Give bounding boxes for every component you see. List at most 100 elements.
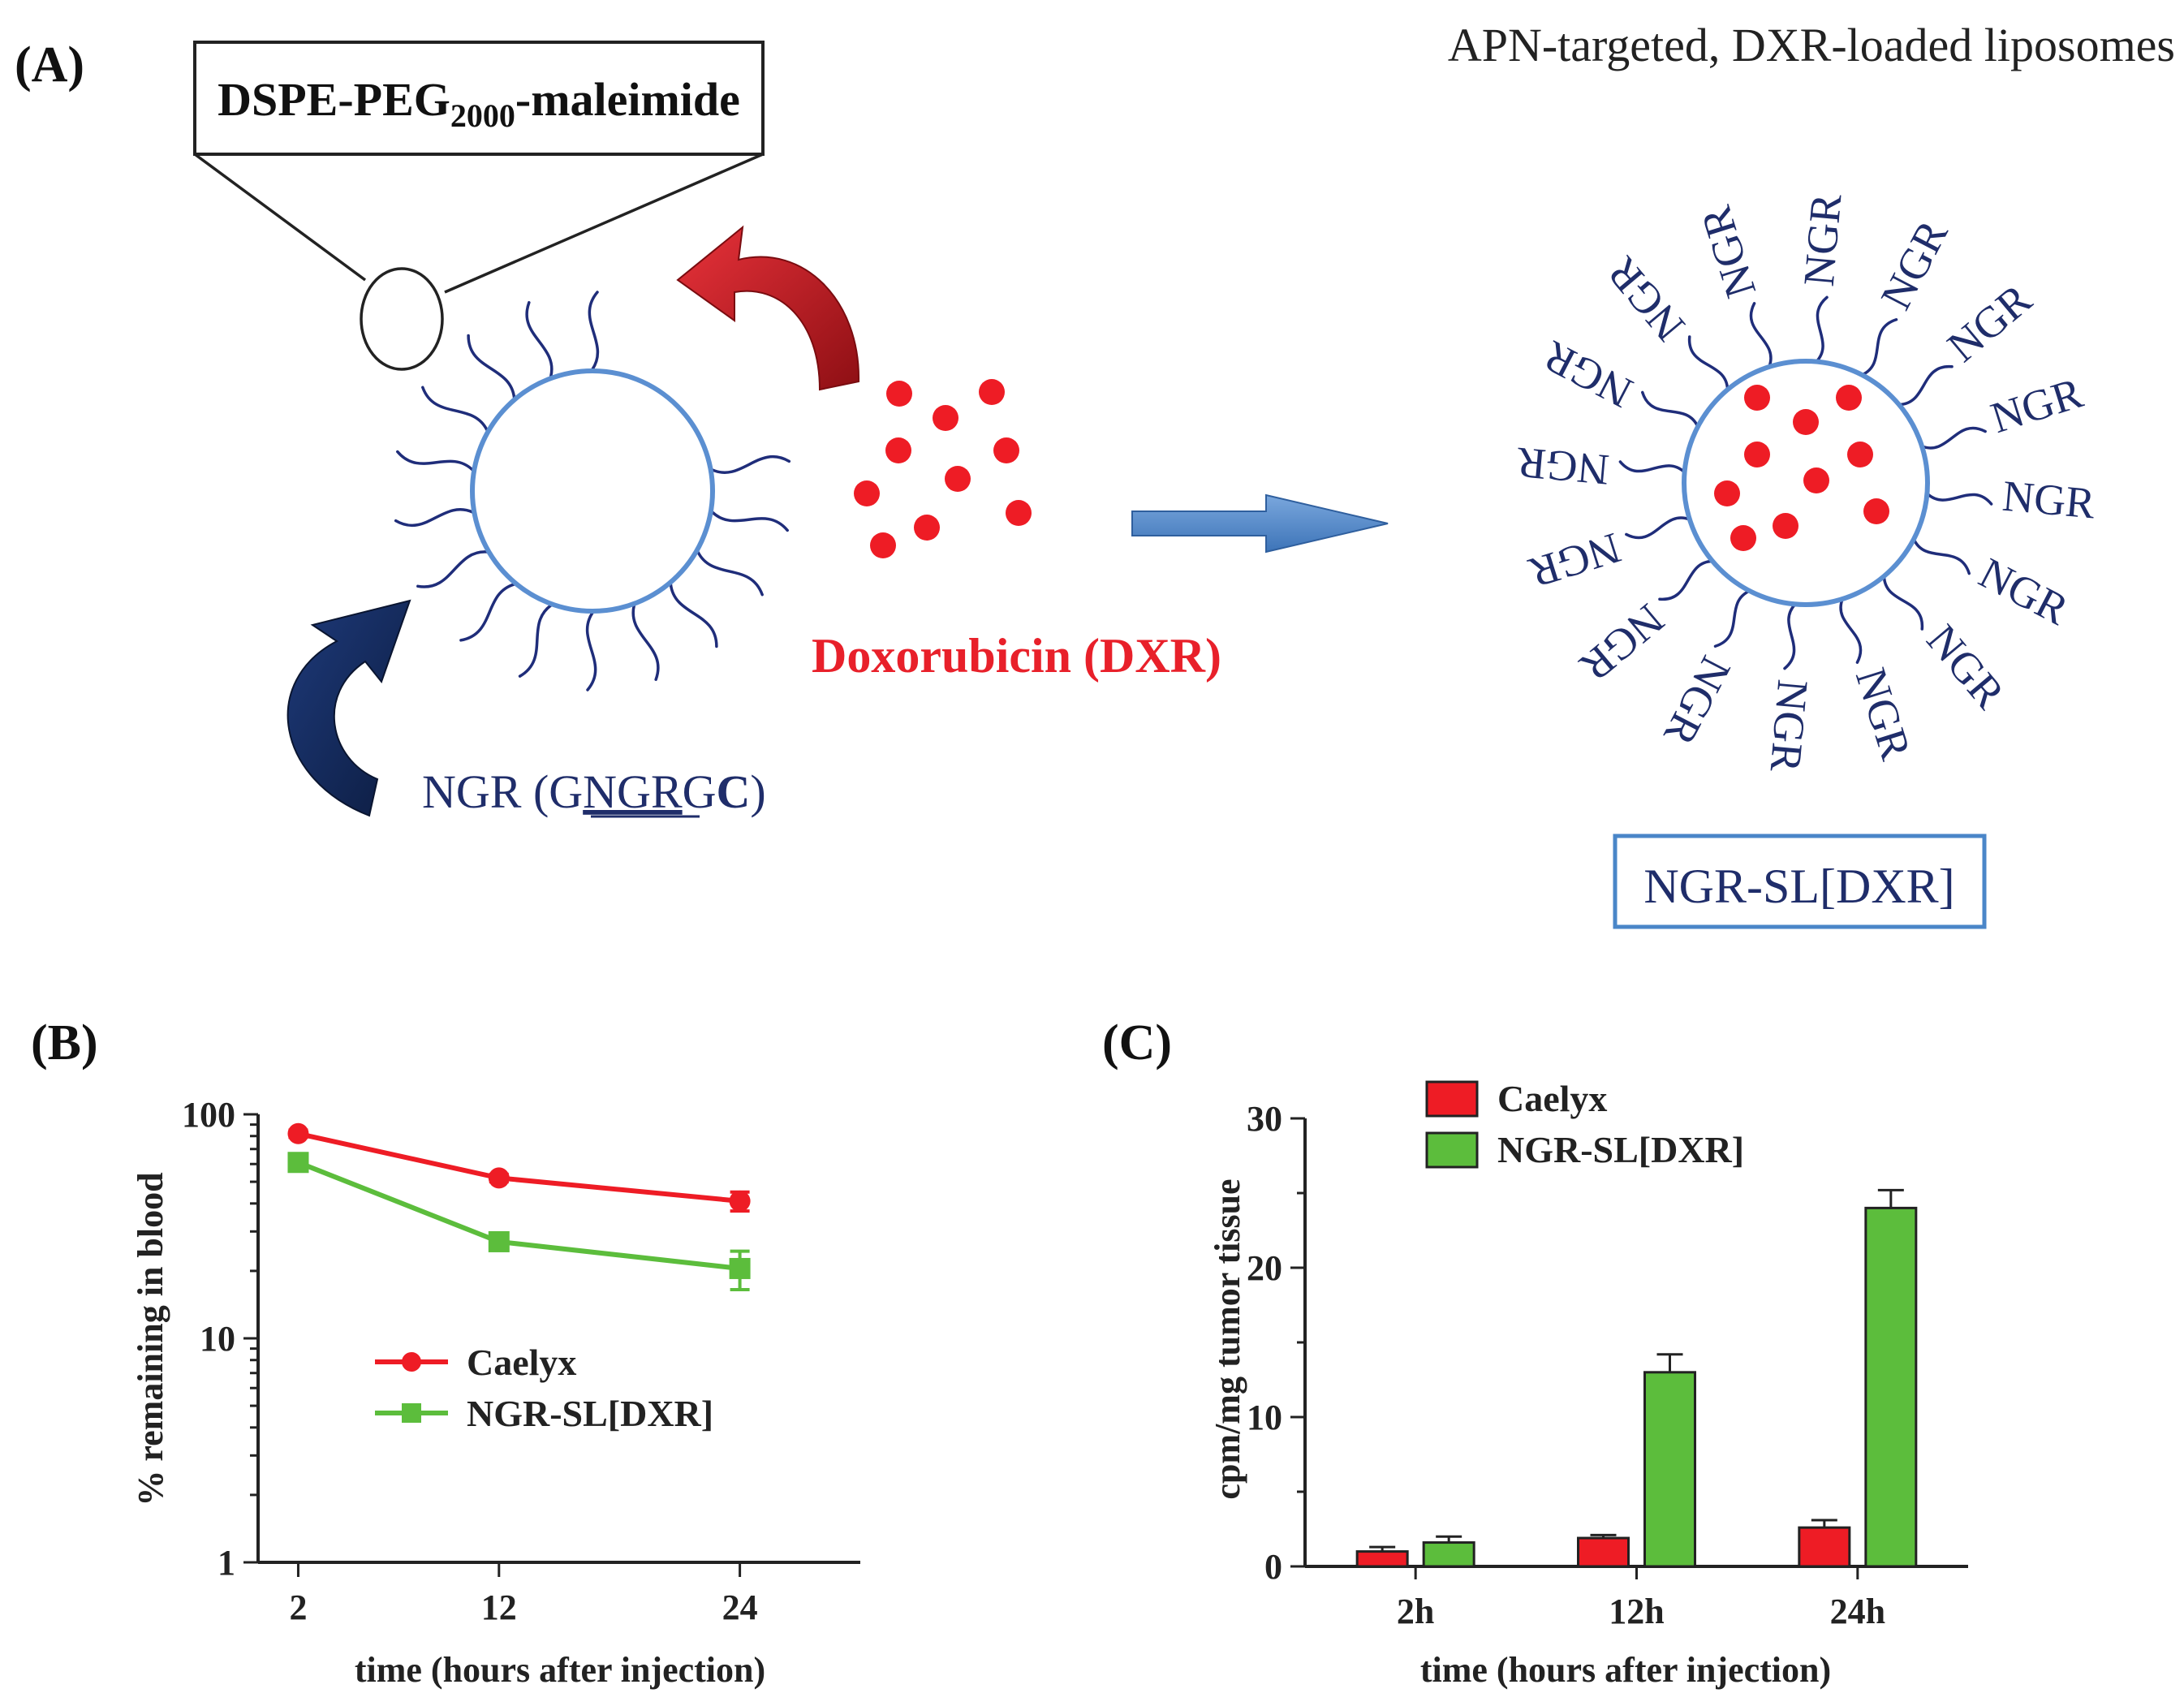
drug-dot	[1006, 500, 1032, 526]
loaded-drug-dot	[1744, 385, 1770, 411]
product-box	[1613, 834, 1987, 929]
process-arrow	[1131, 493, 1389, 554]
peg-chain	[467, 334, 516, 399]
ngr-ligand-label: NGR	[1571, 595, 1674, 691]
ngr-ligand-label: NGR	[2001, 472, 2097, 528]
ngr-chain	[1688, 335, 1730, 391]
panel-a-label: (A)	[15, 37, 84, 93]
chart-b-xlabel: time (hours after injection)	[355, 1650, 765, 1690]
chart-c-bar	[1577, 1536, 1630, 1568]
ngr-chain	[1749, 302, 1773, 368]
peg-chain	[396, 450, 475, 472]
chart-c-bar	[1864, 1206, 1918, 1568]
chart-b-legend-label: NGR-SL[DXR]	[467, 1393, 713, 1434]
drug-dot	[933, 405, 958, 431]
chart-b-legend: Caelyx NGR-SL[DXR]	[375, 1342, 713, 1434]
chart-c-y-tick-label: 0	[1264, 1547, 1282, 1587]
ngr-chain	[1658, 559, 1714, 601]
loaded-drug-dot	[1847, 442, 1873, 467]
chart-b-point	[287, 1122, 309, 1144]
panel-b-label: (B)	[31, 1015, 98, 1071]
peg-chain	[416, 550, 489, 588]
chart-c-legend: Caelyx NGR-SL[DXR]	[1425, 1078, 1744, 1170]
chart-b-x-tick-label: 24	[722, 1588, 758, 1627]
ngr-chain	[1713, 589, 1751, 648]
peg-chain	[518, 604, 553, 678]
chart-c-bar	[1643, 1371, 1696, 1568]
peg-chain	[421, 386, 489, 432]
drug-dot	[979, 379, 1005, 405]
ngr-ligand-label: NGR	[1597, 248, 1694, 351]
loaded-drug-dot	[1863, 498, 1889, 524]
chart-b-y-tick-label: 10	[200, 1319, 235, 1359]
loaded-drug-dot	[1730, 525, 1756, 551]
ngr-chain	[1920, 426, 1987, 450]
chart-c-x-tick-label: 24h	[1830, 1592, 1885, 1631]
chart-c-bar	[1798, 1526, 1851, 1568]
drug-dots	[854, 379, 1032, 558]
loaded-drug-dot	[1744, 442, 1770, 467]
ngr-ligand-label: NGR	[1691, 200, 1766, 304]
ngr-ligand-label: NGR	[1536, 332, 1640, 418]
chart-c-x-tick-label: 2h	[1397, 1592, 1434, 1631]
ngr-ligand-label: NGR	[1872, 213, 1958, 317]
chart-c-legend-label: NGR-SL[DXR]	[1497, 1129, 1744, 1170]
peg-chain	[394, 508, 475, 528]
drug-dot	[914, 515, 940, 541]
chart-c-y-tick-label: 20	[1247, 1248, 1282, 1288]
chart-b-legend-label: Caelyx	[467, 1342, 576, 1383]
chart-c-bars	[1355, 1188, 1918, 1568]
panel-c-label: (C)	[1102, 1015, 1172, 1071]
chart-b-point	[287, 1152, 309, 1174]
ngr-ligand-label: NGR	[1794, 192, 1851, 288]
chart-b-y-tick-label: 100	[182, 1095, 235, 1135]
drug-dot	[886, 381, 912, 407]
ngr-ligand-label: NGR	[1761, 678, 1818, 774]
chart-b-y-tick-label: 1	[218, 1543, 235, 1583]
ngr-ligand-label: NGR	[1514, 438, 1611, 495]
peg-chain	[669, 583, 718, 648]
ngr-chain	[1625, 516, 1691, 540]
panel-a-schematic: (A) DSPE-PEG2000-maleimide Doxorubicin (…	[15, 19, 2175, 929]
peg-chain	[710, 511, 789, 532]
callout-line-right	[444, 153, 764, 294]
liposome-empty	[470, 368, 715, 614]
peptide-coupling-arrow	[286, 599, 411, 817]
chart-c-bar	[1355, 1550, 1409, 1568]
peg-chain	[710, 455, 791, 474]
drug-loading-arrow	[676, 225, 860, 391]
loaded-drug-dot	[1714, 480, 1740, 506]
panel-b-line-chart: (B) 1 10 100 2 12 24 Caelyx NGR-SL[DXR] time (…	[31, 1015, 860, 1690]
chart-c-y-tick-label: 30	[1247, 1099, 1282, 1139]
chart-c-axes: 0 10 20 30 2h 12h 24h	[1247, 1099, 1968, 1631]
ngr-chain	[1618, 460, 1686, 474]
chart-b-x-tick-label: 2	[289, 1588, 307, 1627]
ngr-chain	[1815, 295, 1829, 364]
chart-c-bar	[1422, 1541, 1475, 1568]
peg-chain	[585, 611, 597, 691]
panel-c-bar-chart: (C) 0 10 20 30 2h 12h 24h Caelyx NGR-SL[DXR] ti…	[1102, 1015, 1968, 1690]
chart-b-series	[287, 1122, 751, 1291]
ngr-ligand-label: NGR	[1918, 615, 2014, 717]
ngr-chain	[1839, 597, 1863, 664]
chart-c-legend-swatch	[1425, 1131, 1479, 1169]
chart-b-legend-marker	[402, 1352, 421, 1372]
peg-chain	[631, 604, 660, 682]
peg-chain	[525, 300, 554, 378]
callout-circle	[360, 267, 444, 371]
drug-dot	[885, 437, 911, 463]
ngr-chain	[1641, 390, 1699, 429]
peg-chains-left	[394, 291, 791, 691]
drug-dot	[870, 532, 896, 558]
ngr-chain	[1898, 364, 1954, 407]
product-box-label: NGR-SL[DXR]	[1643, 859, 1954, 913]
peptide-label: NGR (GNGRGC)	[422, 765, 766, 818]
chart-b-ylabel: % remaining in blood	[131, 1172, 170, 1506]
ngr-ligand-label: NGR	[1846, 662, 1921, 765]
ngr-chain	[1912, 537, 1971, 575]
ngr-chain	[1925, 492, 1993, 506]
drug-dot	[945, 466, 971, 492]
ngr-ligand-label: NGR	[1971, 549, 2076, 635]
chart-b-point	[729, 1190, 751, 1212]
